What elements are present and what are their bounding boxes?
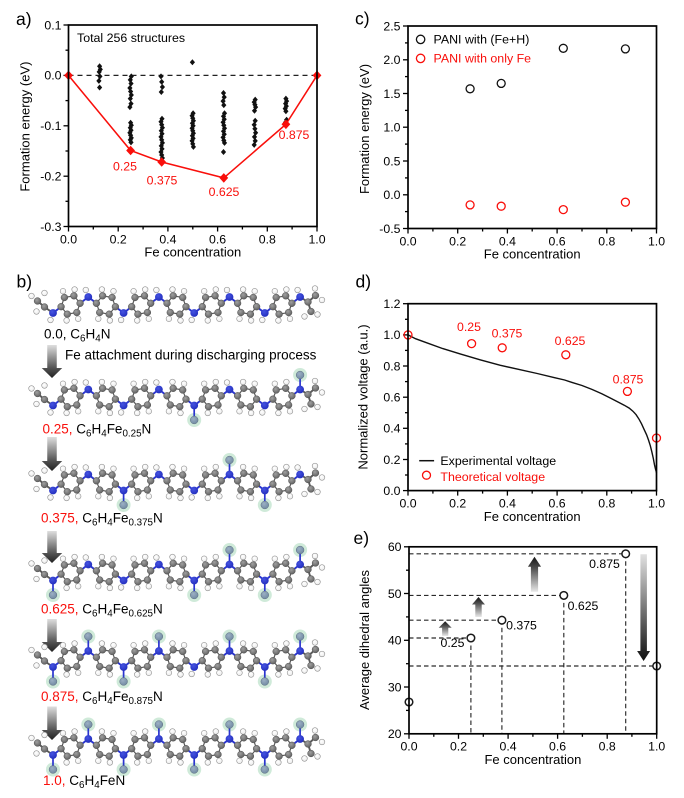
svg-text:0.5: 0.5 <box>383 154 400 168</box>
svg-text:0.0: 0.0 <box>400 740 417 754</box>
svg-text:0.8: 0.8 <box>259 233 276 247</box>
svg-text:1.0: 1.0 <box>648 235 665 249</box>
svg-text:0.6: 0.6 <box>549 740 566 754</box>
svg-text:0.6: 0.6 <box>383 390 400 404</box>
svg-text:PANI with (Fe+H): PANI with (Fe+H) <box>434 33 530 47</box>
svg-text:0.875: 0.875 <box>613 372 644 386</box>
svg-text:e): e) <box>354 528 370 548</box>
svg-text:0.2: 0.2 <box>449 235 466 249</box>
svg-text:0.875, C6H4Fe0.875N: 0.875, C6H4Fe0.875N <box>41 689 163 707</box>
svg-text:0.25, C6H4Fe0.25N: 0.25, C6H4Fe0.25N <box>43 422 152 440</box>
svg-text:1.5: 1.5 <box>383 87 400 101</box>
svg-text:0.6: 0.6 <box>209 233 226 247</box>
svg-text:0.4: 0.4 <box>159 233 176 247</box>
svg-text:0.625: 0.625 <box>209 185 240 199</box>
svg-text:Fe concentration: Fe concentration <box>484 752 581 767</box>
svg-text:0.8: 0.8 <box>598 497 615 511</box>
svg-text:0.1: 0.1 <box>44 18 61 32</box>
svg-text:0.2: 0.2 <box>449 497 466 511</box>
svg-text:2.5: 2.5 <box>383 19 400 33</box>
svg-text:60: 60 <box>388 540 402 554</box>
svg-text:1.0, C6H4FeN: 1.0, C6H4FeN <box>43 773 125 791</box>
svg-text:50: 50 <box>388 587 402 601</box>
svg-text:-0.1: -0.1 <box>40 119 61 133</box>
svg-text:20: 20 <box>388 727 402 741</box>
svg-text:1.0: 1.0 <box>383 328 400 342</box>
svg-text:40: 40 <box>388 634 402 648</box>
svg-text:30: 30 <box>388 680 402 694</box>
svg-text:0.2: 0.2 <box>110 233 127 247</box>
svg-text:c): c) <box>355 9 370 29</box>
svg-text:1.0: 1.0 <box>648 497 665 511</box>
svg-text:b): b) <box>17 272 33 292</box>
svg-text:0.0: 0.0 <box>60 233 77 247</box>
svg-text:2.0: 2.0 <box>383 53 400 67</box>
svg-text:d): d) <box>356 272 372 292</box>
svg-text:0.4: 0.4 <box>500 740 517 754</box>
svg-text:0.25: 0.25 <box>441 636 465 650</box>
svg-text:1.2: 1.2 <box>383 297 400 311</box>
svg-text:-0.3: -0.3 <box>40 220 61 234</box>
svg-text:0.8: 0.8 <box>599 740 616 754</box>
svg-text:0.0: 0.0 <box>383 484 400 498</box>
svg-text:0.375, C6H4Fe0.375N: 0.375, C6H4Fe0.375N <box>41 511 163 529</box>
svg-text:Formation energy (eV): Formation energy (eV) <box>18 62 33 192</box>
svg-text:Fe concentration: Fe concentration <box>144 245 241 260</box>
svg-text:Experimental voltage: Experimental voltage <box>440 454 556 468</box>
svg-text:-0.5: -0.5 <box>379 222 400 236</box>
svg-text:0.375: 0.375 <box>506 618 537 632</box>
svg-text:0.625: 0.625 <box>568 599 599 613</box>
svg-text:Fe concentration: Fe concentration <box>484 509 581 524</box>
svg-text:0.0: 0.0 <box>44 69 61 83</box>
svg-text:Normalized voltage (a.u.): Normalized voltage (a.u.) <box>356 324 371 469</box>
svg-text:0.875: 0.875 <box>589 557 620 571</box>
svg-text:0.875: 0.875 <box>279 128 310 142</box>
svg-text:0.625, C6H4Fe0.625N: 0.625, C6H4Fe0.625N <box>41 602 163 620</box>
svg-text:0.2: 0.2 <box>383 453 400 467</box>
svg-text:Theoretical voltage: Theoretical voltage <box>440 470 545 484</box>
svg-text:1.0: 1.0 <box>648 740 665 754</box>
svg-text:0.8: 0.8 <box>383 359 400 373</box>
svg-text:0.625: 0.625 <box>555 334 586 348</box>
svg-text:PANI with only Fe: PANI with only Fe <box>434 52 532 66</box>
svg-text:0.6: 0.6 <box>549 235 566 249</box>
svg-text:Average dihedral angles: Average dihedral angles <box>357 570 372 710</box>
svg-text:1.0: 1.0 <box>383 121 400 135</box>
svg-text:0.375: 0.375 <box>492 327 523 341</box>
svg-text:0.0, C6H4N: 0.0, C6H4N <box>44 327 110 345</box>
svg-text:0.4: 0.4 <box>499 497 516 511</box>
svg-text:0.6: 0.6 <box>549 497 566 511</box>
svg-text:Formation energy (eV): Formation energy (eV) <box>357 64 372 194</box>
svg-text:Total 256 structures: Total 256 structures <box>77 31 185 45</box>
svg-text:0.25: 0.25 <box>113 160 137 174</box>
svg-text:0.0: 0.0 <box>399 497 416 511</box>
svg-text:0.0: 0.0 <box>399 235 416 249</box>
svg-text:Fe concentration: Fe concentration <box>484 247 581 262</box>
svg-text:0.0: 0.0 <box>383 188 400 202</box>
svg-text:0.4: 0.4 <box>499 235 516 249</box>
svg-text:0.375: 0.375 <box>147 173 178 187</box>
svg-text:0.2: 0.2 <box>450 740 467 754</box>
svg-text:1.0: 1.0 <box>308 233 325 247</box>
svg-text:0.4: 0.4 <box>383 422 400 436</box>
svg-text:0.25: 0.25 <box>457 320 481 334</box>
svg-text:Fe attachment during dischargi: Fe attachment during discharging process <box>65 348 317 363</box>
svg-text:-0.2: -0.2 <box>40 170 61 184</box>
svg-text:0.8: 0.8 <box>598 235 615 249</box>
svg-text:a): a) <box>16 9 32 29</box>
